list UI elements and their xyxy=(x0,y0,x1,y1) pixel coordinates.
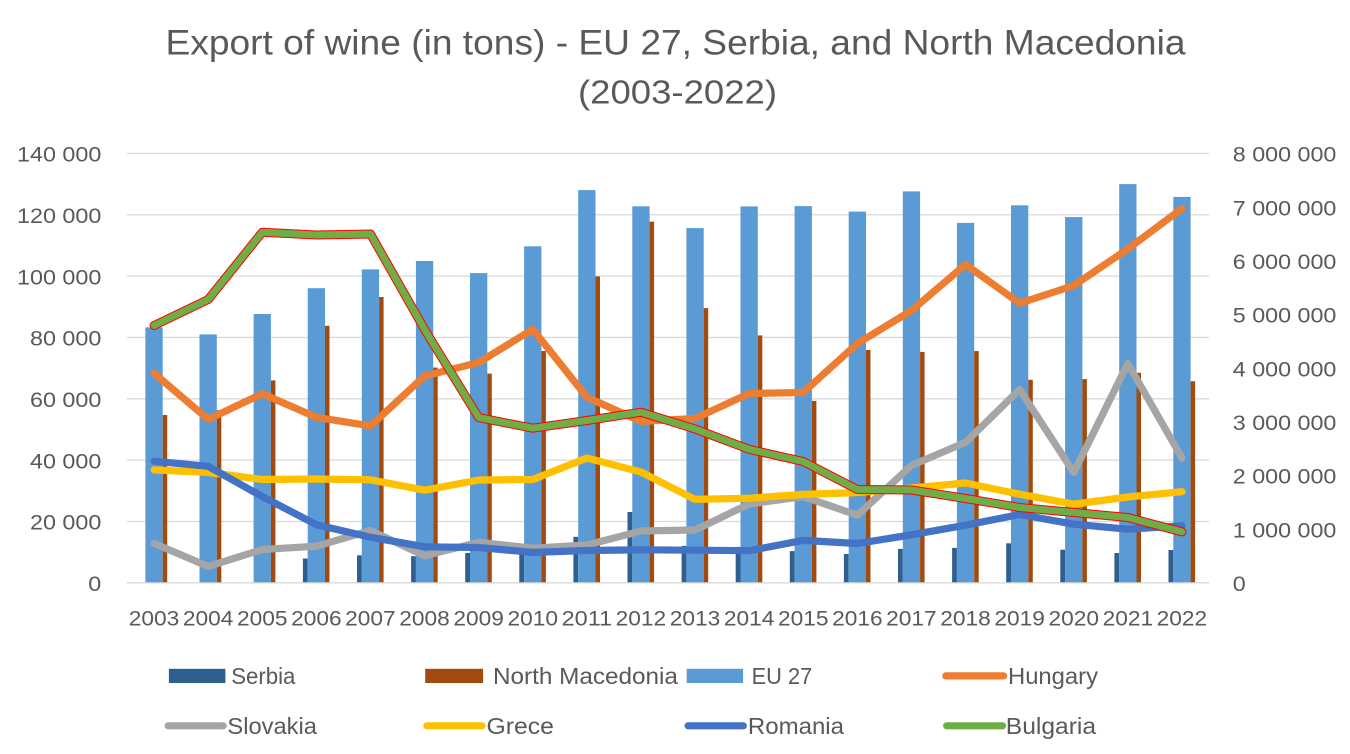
svg-text:2020: 2020 xyxy=(1049,606,1100,630)
svg-text:0: 0 xyxy=(88,572,101,596)
svg-text:2008: 2008 xyxy=(399,606,450,630)
svg-text:Grece: Grece xyxy=(487,713,554,739)
svg-text:2022: 2022 xyxy=(1157,606,1208,630)
svg-text:Serbia: Serbia xyxy=(231,663,295,689)
svg-text:100 000: 100 000 xyxy=(17,265,101,289)
svg-text:Romania: Romania xyxy=(748,713,844,739)
svg-text:40 000: 40 000 xyxy=(30,449,101,473)
svg-text:2021: 2021 xyxy=(1103,606,1154,630)
svg-text:2019: 2019 xyxy=(994,606,1045,630)
svg-text:2009: 2009 xyxy=(453,606,504,630)
svg-text:2017: 2017 xyxy=(886,606,937,630)
svg-text:Hungary: Hungary xyxy=(1008,663,1098,689)
svg-text:1 000 000: 1 000 000 xyxy=(1233,518,1337,542)
svg-text:0: 0 xyxy=(1233,572,1246,596)
svg-text:2015: 2015 xyxy=(778,606,829,630)
svg-text:80 000: 80 000 xyxy=(30,327,101,351)
svg-text:60 000: 60 000 xyxy=(30,388,101,412)
svg-text:140 000: 140 000 xyxy=(17,143,101,167)
svg-text:2011: 2011 xyxy=(562,606,613,630)
svg-text:5 000 000: 5 000 000 xyxy=(1233,304,1337,328)
svg-text:2007: 2007 xyxy=(345,606,396,630)
svg-text:North Macedonia: North Macedonia xyxy=(493,663,678,689)
svg-text:8 000 000: 8 000 000 xyxy=(1233,143,1337,167)
svg-text:2018: 2018 xyxy=(940,606,991,630)
svg-text:2010: 2010 xyxy=(508,606,559,630)
svg-text:(2003-2022): (2003-2022) xyxy=(578,74,777,111)
svg-text:2006: 2006 xyxy=(291,606,342,630)
svg-text:Bulgaria: Bulgaria xyxy=(1006,713,1096,739)
svg-text:120 000: 120 000 xyxy=(17,204,101,228)
svg-text:EU 27: EU 27 xyxy=(752,663,813,689)
svg-text:2013: 2013 xyxy=(670,606,721,630)
svg-text:7 000 000: 7 000 000 xyxy=(1233,196,1337,220)
svg-text:2014: 2014 xyxy=(724,606,775,630)
svg-text:2003: 2003 xyxy=(129,606,180,630)
svg-text:2 000 000: 2 000 000 xyxy=(1233,465,1337,489)
svg-text:2012: 2012 xyxy=(616,606,667,630)
svg-text:3 000 000: 3 000 000 xyxy=(1233,411,1337,435)
svg-text:Export of wine (in tons) - EU: Export of wine (in tons) - EU 27, Serbia… xyxy=(166,22,1186,62)
svg-text:2016: 2016 xyxy=(832,606,883,630)
svg-text:4 000 000: 4 000 000 xyxy=(1233,357,1337,381)
svg-text:2005: 2005 xyxy=(237,606,288,630)
svg-text:20 000: 20 000 xyxy=(30,511,101,535)
svg-text:6 000 000: 6 000 000 xyxy=(1233,250,1337,274)
svg-text:2004: 2004 xyxy=(183,606,234,630)
svg-text:Slovakia: Slovakia xyxy=(227,713,317,739)
